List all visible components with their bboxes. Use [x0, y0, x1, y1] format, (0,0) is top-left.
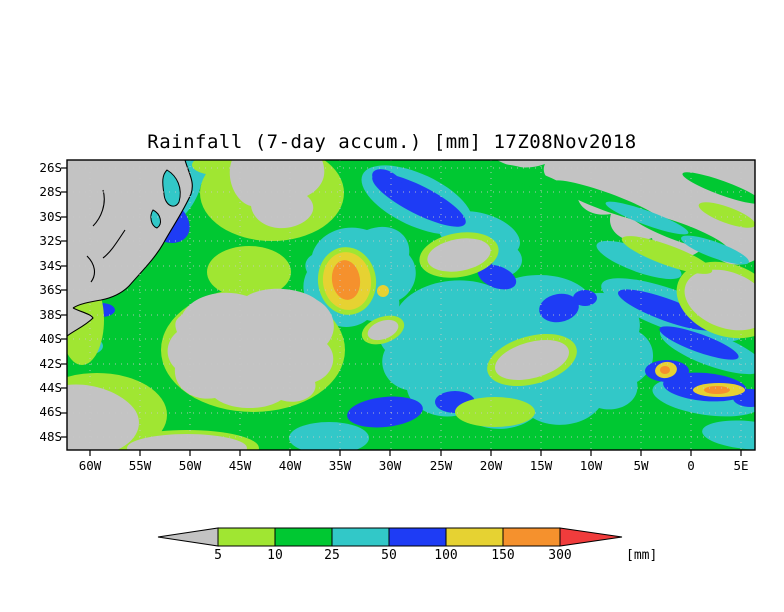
lon-label-5e: 5E	[733, 458, 749, 473]
rainfall-field-map	[61, 159, 756, 456]
rain-streaks-overlay	[497, 164, 755, 274]
lon-label-15w: 15W	[529, 458, 553, 473]
lat-label-34s: 34S	[39, 258, 62, 273]
graticule	[67, 160, 755, 450]
land-area	[67, 160, 193, 336]
lon-ticks	[89, 450, 742, 456]
colorbar-tick-10: 10	[267, 548, 283, 563]
small-lagoon	[150, 209, 161, 229]
lon-label-25w: 25W	[429, 458, 453, 473]
lat-label-38s: 38S	[39, 307, 62, 322]
colorbar-tick-150: 150	[491, 548, 515, 563]
lat-label-30s: 30S	[39, 209, 62, 224]
lon-label-10w: 10W	[579, 458, 603, 473]
colorbar-tick-5: 5	[214, 548, 222, 563]
land-coastline	[67, 160, 193, 337]
plot-title: Rainfall (7-day accum.) [mm] 17Z08Nov201…	[147, 131, 637, 153]
lagoon	[162, 169, 181, 207]
rain-150-300-layer	[331, 260, 730, 394]
lon-label-35w: 35W	[328, 458, 352, 473]
colorbar-tick-300: 300	[548, 548, 572, 563]
lon-label-60w: 60W	[78, 458, 102, 473]
lat-ticks	[61, 167, 67, 438]
lat-label-48s: 48S	[39, 429, 62, 444]
lat-label-46s: 46S	[39, 404, 62, 419]
colorbar-segment-5-10	[217, 527, 276, 547]
colorbar-segment-50-100	[388, 527, 447, 547]
colorbar-tick-50: 50	[381, 548, 397, 563]
colorbar-segment-100-150	[445, 527, 504, 547]
lat-label-40s: 40S	[39, 331, 62, 346]
lat-label-32s: 32S	[39, 233, 62, 248]
lon-label-20w: 20W	[479, 458, 503, 473]
colorbar-tick-100: 100	[434, 548, 458, 563]
colorbar	[157, 527, 623, 547]
lat-label-42s: 42S	[39, 356, 62, 371]
rivers	[86, 189, 126, 283]
lon-label-0: 0	[687, 458, 695, 473]
lat-label-36s: 36S	[39, 282, 62, 297]
lon-label-5w: 5W	[633, 458, 649, 473]
lon-label-45w: 45W	[228, 458, 252, 473]
lon-label-50w: 50W	[178, 458, 202, 473]
colorbar-above-max-arrow	[559, 527, 623, 547]
lat-label-44s: 44S	[39, 380, 62, 395]
colorbar-segment-150-300	[502, 527, 561, 547]
colorbar-tick-25: 25	[324, 548, 340, 563]
rain-field	[67, 160, 755, 450]
lat-label-26s: 26S	[39, 160, 62, 175]
lon-label-40w: 40W	[278, 458, 302, 473]
lon-label-30w: 30W	[378, 458, 402, 473]
coastline	[67, 160, 193, 337]
colorbar-segment-25-50	[331, 527, 390, 547]
colorbar-unit-label: [mm]	[626, 548, 658, 563]
lon-label-55w: 55W	[128, 458, 152, 473]
colorbar-below-min-arrow	[157, 527, 219, 547]
lat-label-28s: 28S	[39, 184, 62, 199]
map-frame	[61, 159, 756, 456]
colorbar-segment-10-25	[274, 527, 333, 547]
